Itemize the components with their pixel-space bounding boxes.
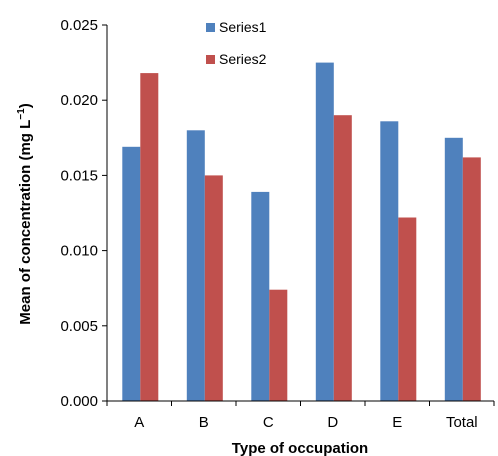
x-tick-label-c: C <box>263 414 274 431</box>
y-tick-label: 0.000 <box>60 393 98 410</box>
x-tick-label-e: E <box>392 414 402 431</box>
y-tick-label: 0.015 <box>60 167 98 184</box>
y-tick-label: 0.005 <box>60 318 98 335</box>
bar-series1-e <box>380 121 399 402</box>
y-axis-title-main: Mean of concentration (mg L <box>17 120 34 325</box>
bar-series2-b <box>204 175 223 401</box>
y-axis-title: Mean of concentration (mg L−1) <box>16 103 34 324</box>
x-axis-title: Type of occupation <box>232 440 368 456</box>
legend-swatch-series2 <box>206 55 215 64</box>
y-tick-label: 0.025 <box>60 17 98 34</box>
bar-series1-c <box>251 191 270 401</box>
bar-series1-total <box>444 137 463 402</box>
y-axis-title-tail: ) <box>17 103 34 108</box>
legend: Series1 Series2 <box>206 19 267 67</box>
bar-series2-a <box>140 73 159 401</box>
x-tick-label-d: D <box>327 414 338 431</box>
legend-label-series2: Series2 <box>219 51 267 67</box>
y-ticks: 0.000 0.005 0.010 0.015 0.020 0.025 <box>60 17 107 410</box>
x-tick-label-a: A <box>134 414 144 431</box>
bar-series1-d <box>315 62 334 401</box>
bar-series1-b <box>186 130 205 402</box>
bar-series1-a <box>122 146 141 401</box>
x-tick-label-total: Total <box>446 414 478 431</box>
x-ticks: A B C D E Total <box>106 401 495 431</box>
bars <box>122 62 481 402</box>
y-tick-label: 0.010 <box>60 243 98 260</box>
bar-series2-e <box>398 217 417 401</box>
x-tick-label-b: B <box>199 414 209 431</box>
bar-series2-d <box>333 115 352 401</box>
legend-label-series1: Series1 <box>219 19 267 35</box>
legend-swatch-series1 <box>206 23 215 32</box>
bar-series2-total <box>462 157 481 401</box>
bar-series2-c <box>269 289 288 401</box>
axes <box>106 25 494 402</box>
y-axis-title-sup: −1 <box>16 108 27 120</box>
y-tick-label: 0.020 <box>60 92 98 109</box>
